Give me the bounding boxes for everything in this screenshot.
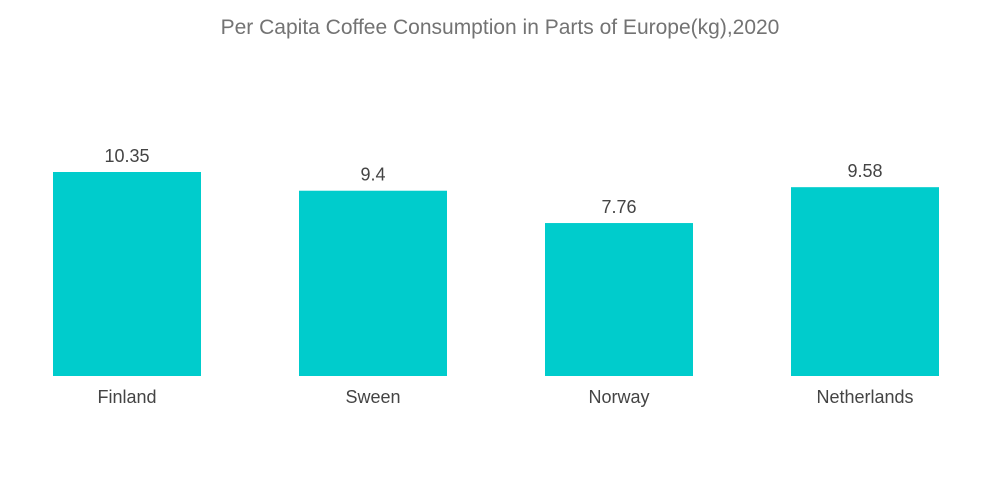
value-label-finland: 10.35 bbox=[104, 146, 149, 166]
bar-finland bbox=[53, 172, 201, 376]
category-label-sween: Sween bbox=[345, 387, 400, 407]
bar-sween bbox=[299, 190, 447, 376]
category-label-norway: Norway bbox=[588, 387, 649, 407]
chart-title: Per Capita Coffee Consumption in Parts o… bbox=[220, 16, 780, 39]
bar-norway bbox=[545, 223, 693, 376]
value-labels-layer: 10.35 9.4 7.76 9.58 bbox=[104, 146, 882, 217]
value-label-norway: 7.76 bbox=[601, 197, 636, 217]
value-label-netherlands: 9.58 bbox=[847, 161, 882, 181]
value-label-sween: 9.4 bbox=[360, 165, 385, 185]
category-label-finland: Finland bbox=[97, 387, 156, 407]
bar-netherlands bbox=[791, 187, 939, 376]
bars-layer bbox=[53, 172, 939, 376]
category-label-netherlands: Netherlands bbox=[816, 387, 913, 407]
category-labels-layer: Finland Sween Norway Netherlands bbox=[97, 387, 913, 407]
